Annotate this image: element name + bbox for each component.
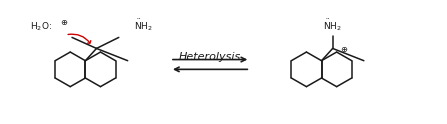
Text: $\oplus$: $\oplus$ [340,45,348,54]
Text: H$_2$O:: H$_2$O: [30,21,52,33]
Text: $\mathregular{\ddot{N}}$H$_2$: $\mathregular{\ddot{N}}$H$_2$ [323,18,342,33]
Text: Heterolysis: Heterolysis [179,52,241,62]
Text: $\oplus$: $\oplus$ [60,18,68,27]
Text: $\mathregular{\ddot{N}}$H$_2$: $\mathregular{\ddot{N}}$H$_2$ [135,18,153,33]
